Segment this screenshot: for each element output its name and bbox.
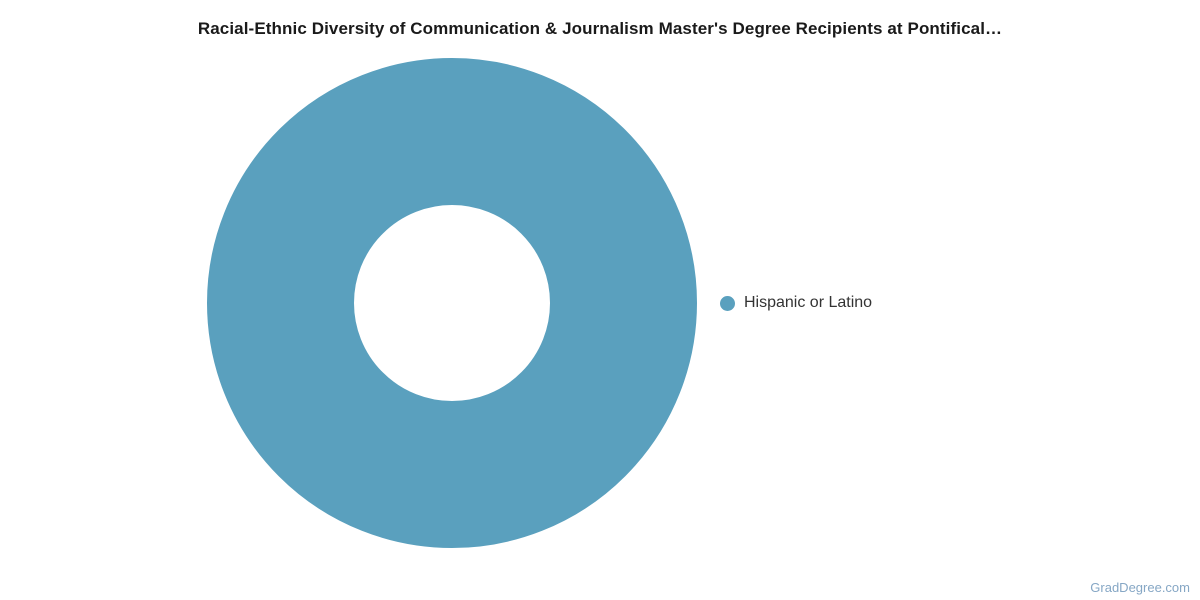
donut-chart[interactable] [207, 58, 697, 548]
donut-slice-hispanic-or-latino[interactable] [207, 58, 697, 548]
legend: Hispanic or Latino [720, 294, 872, 312]
chart-title: Racial-Ethnic Diversity of Communication… [197, 19, 1003, 38]
watermark-graddegree-link[interactable]: GradDegree.com [1090, 580, 1190, 595]
legend-marker-circle-icon [720, 295, 735, 311]
legend-item-label: Hispanic or Latino [744, 294, 873, 311]
legend-item-hispanic-or-latino[interactable]: Hispanic or Latino [720, 294, 872, 312]
